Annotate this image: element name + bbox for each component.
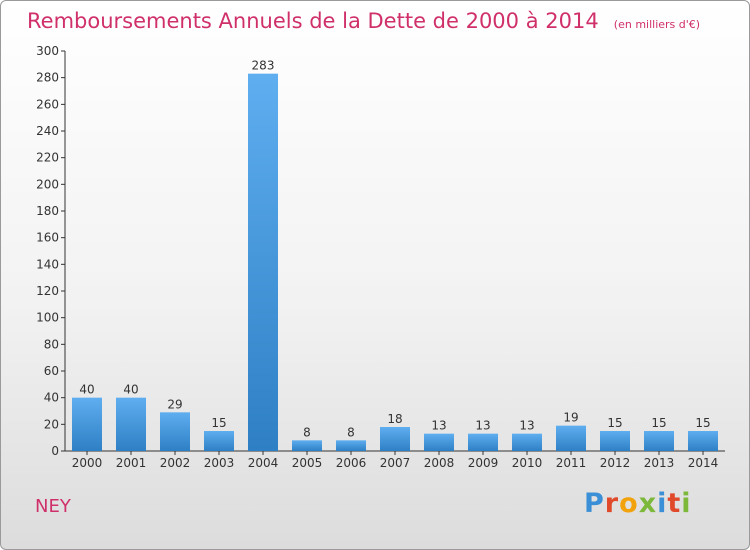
y-tick-label: 40	[44, 391, 59, 405]
bar-value-label: 15	[607, 416, 622, 430]
y-tick-label: 60	[44, 364, 59, 378]
bar-value-label: 40	[79, 383, 94, 397]
x-tick-label: 2006	[336, 456, 367, 470]
brand-letter: t	[667, 488, 682, 519]
bar	[644, 431, 674, 451]
bar	[336, 440, 366, 451]
bar	[380, 427, 410, 451]
chart-title: Remboursements Annuels de la Dette de 20…	[27, 9, 599, 33]
x-tick-label: 2013	[644, 456, 675, 470]
bar-value-label: 15	[695, 416, 710, 430]
y-tick-label: 200	[36, 177, 59, 191]
y-tick-label: 260	[36, 97, 59, 111]
y-tick-label: 160	[36, 231, 59, 245]
bar-value-label: 8	[347, 425, 355, 439]
bar	[424, 433, 454, 451]
x-tick-label: 2014	[688, 456, 719, 470]
bar	[160, 412, 190, 451]
y-tick-label: 220	[36, 151, 59, 165]
chart-subtitle: (en milliers d'€)	[613, 18, 701, 31]
bar	[248, 73, 278, 452]
x-tick-label: 2003	[204, 456, 235, 470]
x-tick-label: 2012	[600, 456, 631, 470]
bar-value-label: 13	[431, 419, 446, 433]
bar	[204, 431, 234, 451]
bar	[688, 431, 718, 451]
y-tick-label: 120	[36, 284, 59, 298]
bar-value-label: 13	[519, 419, 534, 433]
bar	[556, 425, 586, 451]
bar-value-label: 8	[303, 425, 311, 439]
brand-letter: o	[619, 488, 639, 519]
y-tick-label: 240	[36, 124, 59, 138]
y-tick-label: 100	[36, 311, 59, 325]
bar	[116, 397, 146, 451]
brand-letter: i	[657, 488, 668, 519]
x-tick-label: 2011	[556, 456, 587, 470]
x-tick-label: 2002	[160, 456, 191, 470]
chart-title-row: Remboursements Annuels de la Dette de 20…	[27, 9, 700, 33]
bar-value-label: 19	[563, 411, 578, 425]
y-tick-label: 140	[36, 257, 59, 271]
bar-value-label: 29	[167, 397, 182, 411]
bar-value-label: 15	[651, 416, 666, 430]
y-tick-label: 80	[44, 337, 59, 351]
x-tick-label: 2001	[116, 456, 147, 470]
bar-value-label: 13	[475, 419, 490, 433]
bar	[600, 431, 630, 451]
bar-value-label: 18	[387, 412, 402, 426]
bar	[512, 433, 542, 451]
brand-letter: i	[681, 488, 692, 519]
y-tick-label: 20	[44, 417, 59, 431]
proxiti-logo: Proxiti	[584, 488, 692, 519]
y-tick-label: 180	[36, 204, 59, 218]
y-tick-label: 300	[36, 44, 59, 58]
x-tick-label: 2005	[292, 456, 323, 470]
x-tick-label: 2009	[468, 456, 499, 470]
commune-name: NEY	[35, 496, 71, 517]
y-tick-label: 0	[51, 444, 59, 458]
x-tick-label: 2004	[248, 456, 279, 470]
bar-value-label: 283	[252, 59, 275, 73]
x-tick-label: 2010	[512, 456, 543, 470]
bar-value-label: 15	[211, 416, 226, 430]
x-tick-label: 2008	[424, 456, 455, 470]
bar	[468, 433, 498, 451]
y-tick-label: 280	[36, 71, 59, 85]
brand-letter: P	[584, 488, 605, 519]
x-tick-label: 2007	[380, 456, 411, 470]
brand-letter: x	[638, 488, 658, 519]
bar	[72, 397, 102, 451]
x-tick-label: 2000	[72, 456, 103, 470]
bar	[292, 440, 322, 451]
bar-value-label: 40	[123, 383, 138, 397]
brand-letter: r	[604, 488, 620, 519]
